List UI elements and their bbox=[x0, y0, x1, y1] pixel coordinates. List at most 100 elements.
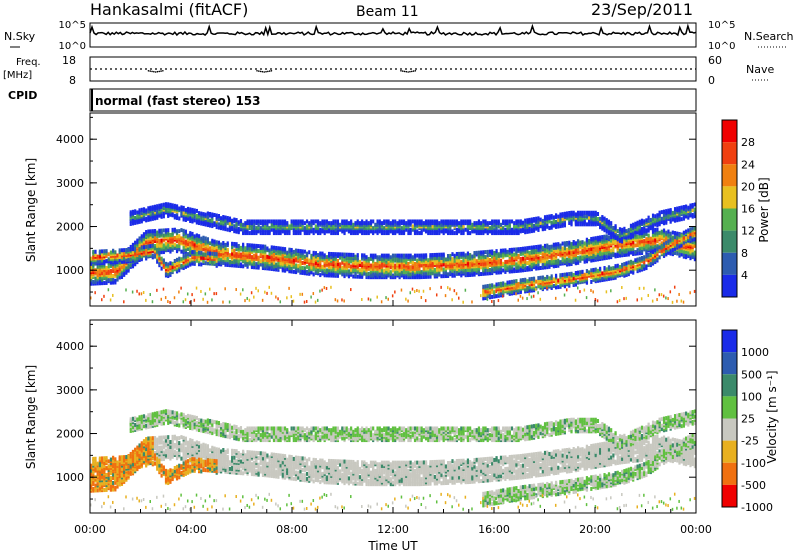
power-cell bbox=[249, 243, 251, 247]
power-cell bbox=[359, 268, 361, 272]
power-cell bbox=[447, 272, 449, 276]
power-cell bbox=[493, 285, 495, 289]
power-cell bbox=[575, 271, 577, 275]
power-cell bbox=[535, 288, 537, 291]
power-cell bbox=[359, 221, 361, 225]
power-cell bbox=[394, 219, 396, 223]
power-cell bbox=[235, 218, 237, 222]
power-cell bbox=[211, 239, 213, 243]
power-cell bbox=[531, 277, 533, 281]
power-cell bbox=[376, 296, 378, 299]
power-cell bbox=[299, 219, 301, 223]
power-cell bbox=[156, 250, 158, 254]
power-cell bbox=[271, 219, 273, 223]
power-cell bbox=[308, 250, 310, 254]
power-cell bbox=[412, 219, 414, 223]
power-cell bbox=[495, 219, 497, 223]
power-cell bbox=[222, 241, 224, 245]
power-cell bbox=[548, 214, 550, 218]
freq-bump-dot bbox=[263, 71, 265, 73]
power-cell bbox=[487, 250, 489, 254]
power-cell bbox=[172, 228, 174, 232]
power-cell bbox=[491, 219, 493, 223]
power-cell bbox=[500, 249, 502, 253]
power-cell bbox=[352, 275, 354, 279]
power-cell bbox=[555, 274, 557, 278]
power-cell bbox=[293, 250, 295, 254]
power-cell bbox=[476, 251, 478, 255]
power-cell bbox=[165, 202, 167, 206]
power-cell bbox=[205, 236, 207, 240]
power-cell bbox=[94, 250, 96, 254]
power-cell bbox=[253, 296, 255, 299]
power-heatmap bbox=[90, 202, 696, 304]
power-cell bbox=[465, 289, 467, 292]
power-cell bbox=[161, 257, 163, 261]
power-cell bbox=[555, 213, 557, 217]
power-cell bbox=[172, 262, 174, 266]
power-cell bbox=[456, 219, 458, 223]
power-cell bbox=[533, 295, 535, 298]
power-cell bbox=[268, 286, 270, 289]
power-cell bbox=[187, 207, 189, 211]
power-cell bbox=[315, 251, 317, 255]
power-cell bbox=[458, 252, 460, 256]
power-cell bbox=[564, 212, 566, 216]
power-cell bbox=[187, 234, 189, 238]
power-cell bbox=[198, 211, 200, 215]
power-cell bbox=[105, 259, 107, 263]
power-cell bbox=[321, 219, 323, 223]
power-cell bbox=[368, 272, 370, 276]
power-cell bbox=[630, 224, 632, 228]
power-cell bbox=[127, 264, 129, 268]
power-cell bbox=[575, 212, 577, 216]
power-cell bbox=[414, 262, 416, 266]
power-cell bbox=[387, 254, 389, 258]
power-cell bbox=[110, 251, 112, 255]
power-cell bbox=[302, 219, 304, 223]
power-cell bbox=[297, 249, 299, 253]
power-cell bbox=[240, 262, 242, 266]
power-cell bbox=[174, 259, 176, 263]
power-cell bbox=[566, 248, 568, 252]
power-cell bbox=[99, 250, 101, 254]
power-cell bbox=[617, 300, 619, 303]
power-cell bbox=[169, 301, 171, 304]
power-cell bbox=[535, 245, 537, 249]
power-cell bbox=[465, 219, 467, 223]
power-cell bbox=[277, 246, 279, 250]
power-cell bbox=[557, 215, 559, 219]
power-cell bbox=[500, 282, 502, 286]
power-cell bbox=[264, 219, 266, 223]
power-cell bbox=[566, 288, 568, 291]
power-cell bbox=[555, 220, 557, 224]
power-cell bbox=[506, 250, 508, 254]
power-cell bbox=[473, 221, 475, 225]
power-cell bbox=[178, 207, 180, 211]
power-cell bbox=[304, 226, 306, 230]
power-cell bbox=[518, 282, 520, 286]
power-cell bbox=[623, 262, 625, 266]
power-cell bbox=[590, 280, 592, 284]
power-cell bbox=[255, 287, 256, 290]
power-cell bbox=[268, 219, 270, 223]
power-cell bbox=[350, 219, 352, 223]
power-cell bbox=[161, 229, 163, 233]
power-cell bbox=[562, 247, 564, 251]
power-cell bbox=[306, 265, 308, 269]
power-cell bbox=[557, 242, 559, 246]
power-cell bbox=[105, 266, 107, 270]
power-cell bbox=[357, 253, 359, 257]
power-cell bbox=[434, 253, 436, 257]
power-cell bbox=[520, 247, 522, 251]
freq-bump-dot bbox=[413, 70, 415, 72]
power-cell bbox=[399, 254, 401, 258]
power-cell bbox=[152, 229, 154, 233]
power-cell bbox=[443, 267, 445, 271]
power-cell bbox=[141, 292, 143, 295]
power-cell bbox=[520, 257, 522, 261]
power-cell bbox=[361, 298, 363, 301]
power-cell bbox=[414, 254, 416, 258]
power-cell bbox=[339, 252, 341, 256]
power-cell bbox=[540, 276, 542, 280]
